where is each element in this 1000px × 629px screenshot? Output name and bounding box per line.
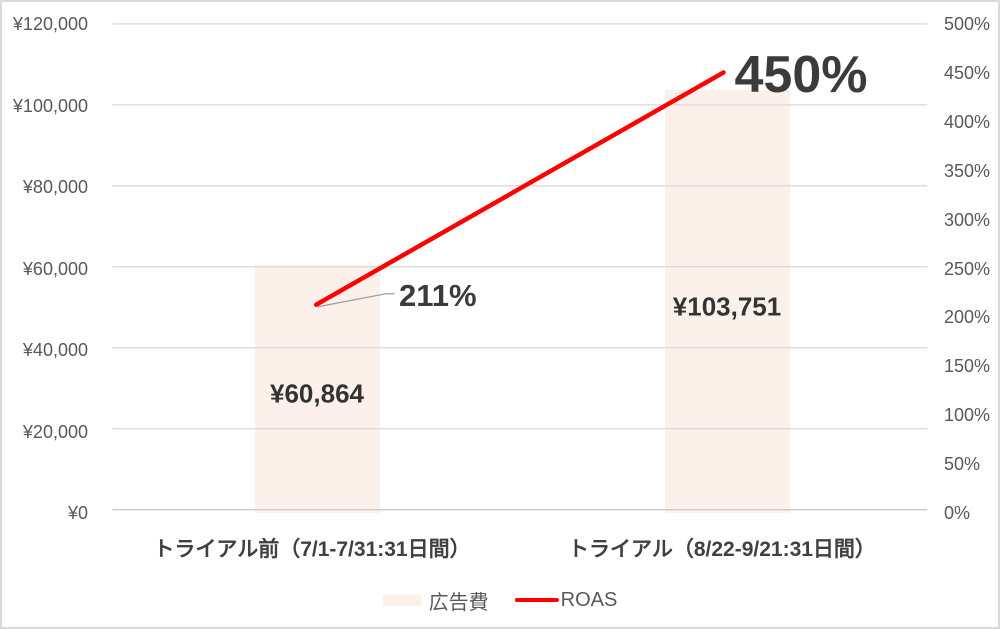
right-axis-tick: 0% [944,503,971,523]
right-axis-tick: 450% [944,62,991,83]
right-axis-tick: 150% [944,356,991,377]
right-axis-tick: 50% [944,454,981,475]
line-point-label-0: 211% [399,277,477,313]
right-axis-tick: 250% [944,258,991,279]
left-axis-tick: ¥40,000 [22,340,88,360]
right-axis-tick: 350% [944,160,991,181]
bar-series-legend-label: 広告費 [428,591,489,614]
right-axis-tick: 500% [944,14,991,34]
right-axis-tick: 400% [944,111,991,132]
category-label-0: トライアル前（7/1-7/31:31日間） [153,538,471,561]
left-axis-tick: ¥20,000 [22,421,88,442]
category-label-1: トライアル（8/22-9/21:31日間） [568,538,876,561]
left-axis-tick: ¥100,000 [12,95,88,116]
bar-value-label-1: ¥103,751 [672,291,782,322]
line-series-legend-label: ROAS [560,588,618,611]
bar-value-label-0: ¥60,864 [270,378,364,409]
line-series-legend-swatch [514,598,559,602]
bar-series-legend-swatch [382,594,421,606]
left-axis-tick: ¥120,000 [12,14,88,34]
left-axis-tick: ¥0 [67,503,88,523]
chart-legend: 広告費 ROAS [2,585,998,615]
line-point-label-1: 450% [734,45,868,104]
right-axis-tick: 300% [944,209,991,230]
left-axis-tick: ¥80,000 [22,177,88,197]
right-axis-tick: 200% [944,307,991,328]
left-axis-tick: ¥60,000 [22,258,88,279]
right-axis-tick: 100% [944,405,991,426]
